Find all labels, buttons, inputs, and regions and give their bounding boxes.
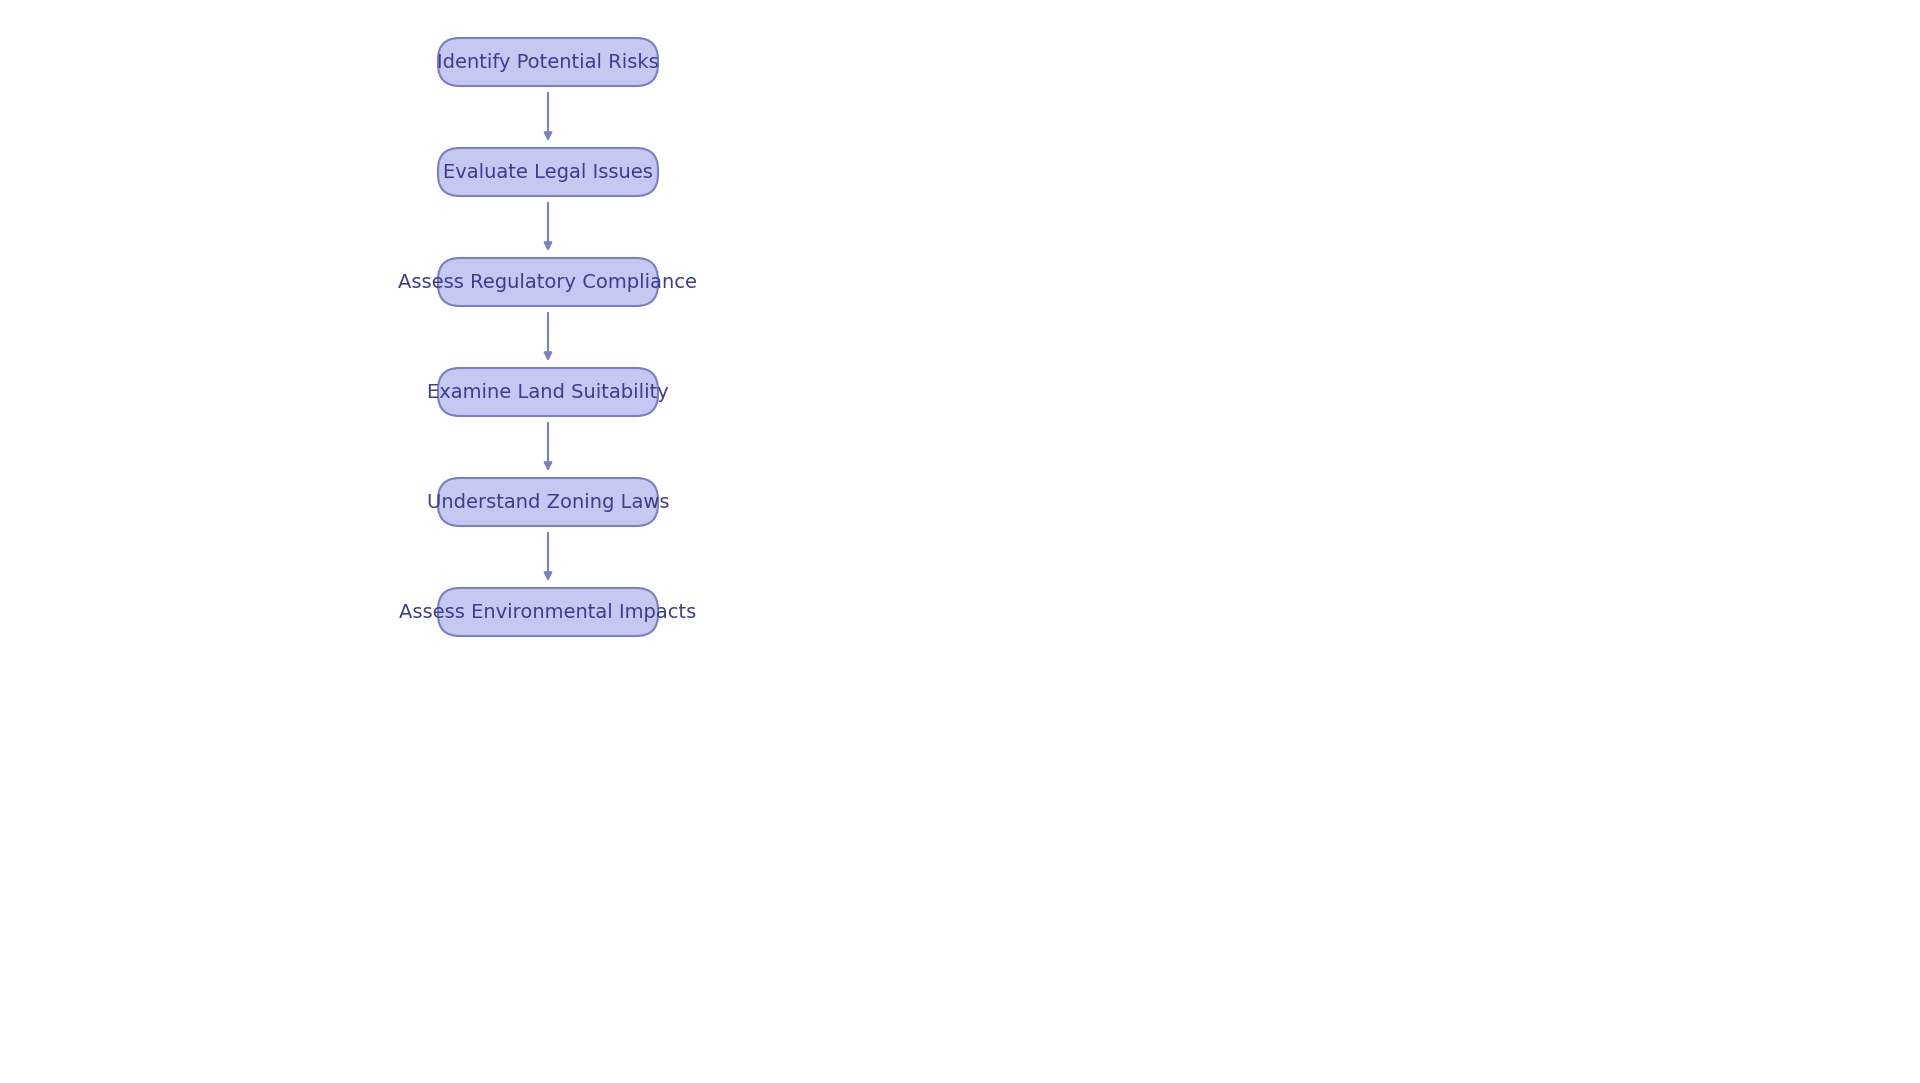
Text: Evaluate Legal Issues: Evaluate Legal Issues bbox=[444, 162, 653, 182]
Text: Assess Regulatory Compliance: Assess Regulatory Compliance bbox=[399, 273, 697, 291]
Text: Assess Environmental Impacts: Assess Environmental Impacts bbox=[399, 602, 697, 622]
FancyBboxPatch shape bbox=[438, 38, 659, 86]
FancyBboxPatch shape bbox=[438, 588, 659, 636]
Text: Examine Land Suitability: Examine Land Suitability bbox=[426, 382, 668, 402]
Text: Identify Potential Risks: Identify Potential Risks bbox=[438, 52, 659, 71]
FancyBboxPatch shape bbox=[438, 258, 659, 306]
FancyBboxPatch shape bbox=[438, 478, 659, 526]
FancyBboxPatch shape bbox=[438, 148, 659, 196]
FancyBboxPatch shape bbox=[438, 368, 659, 416]
Text: Understand Zoning Laws: Understand Zoning Laws bbox=[426, 493, 670, 511]
